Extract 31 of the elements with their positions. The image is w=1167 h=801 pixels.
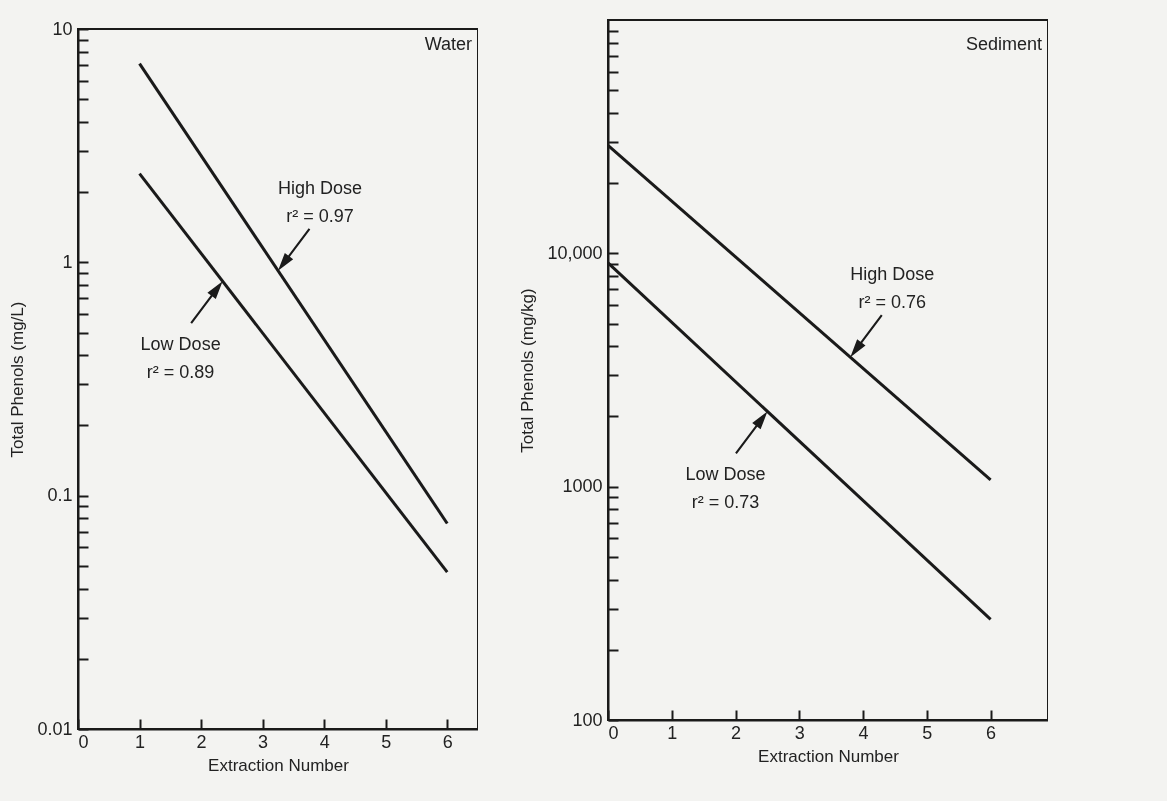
x-tick-label: 2 — [731, 722, 742, 743]
y-tick-label: 10 — [52, 18, 73, 39]
y-axis-title: Total Phenols (mg/L) — [8, 301, 28, 458]
x-tick-label: 0 — [78, 731, 89, 752]
y-axis-title: Total Phenols (mg/kg) — [518, 288, 538, 453]
x-tick-label: 5 — [922, 722, 933, 743]
x-tick-label: 5 — [381, 731, 392, 752]
x-tick-label: 3 — [794, 722, 805, 743]
x-axis-title: Extraction Number — [208, 755, 350, 775]
x-tick-label: 1 — [667, 722, 678, 743]
y-tick-label: 0.1 — [47, 485, 73, 506]
x-tick-label: 6 — [442, 731, 453, 752]
y-tick-label: 1 — [62, 251, 73, 272]
x-tick-label: 1 — [135, 731, 146, 752]
y-tick-label: 100 — [572, 709, 603, 730]
x-tick-label: 2 — [196, 731, 207, 752]
annotation: High Dose r² = 0.76 — [850, 264, 935, 313]
y-tick-label: 10,000 — [547, 242, 603, 263]
annotation: Low Dose r² = 0.89 — [140, 334, 221, 383]
x-tick-label: 4 — [319, 731, 330, 752]
y-tick-label: 0.01 — [37, 718, 73, 739]
y-tick-label: 1000 — [562, 476, 603, 497]
x-tick-label: 0 — [608, 722, 619, 743]
x-tick-label: 3 — [258, 731, 269, 752]
chart-title: Water — [424, 34, 472, 54]
x-axis-title: Extraction Number — [758, 746, 900, 766]
text: Sediment — [965, 34, 1042, 54]
annotation: Low Dose r² = 0.73 — [685, 464, 766, 513]
annotation: High Dose r² = 0.97 — [277, 177, 363, 226]
x-tick-label: 6 — [986, 722, 997, 743]
x-tick-label: 4 — [858, 722, 869, 743]
